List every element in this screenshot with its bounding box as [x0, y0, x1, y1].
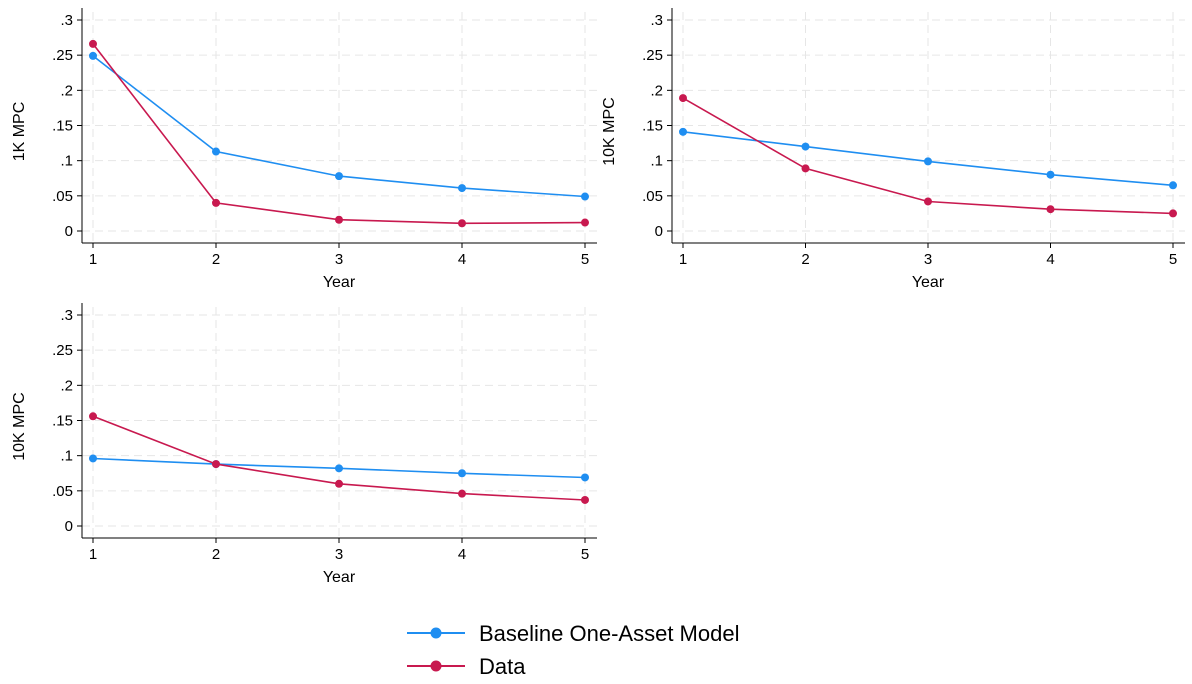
x-tick-label: 5: [581, 546, 589, 563]
y-tick-label: .05: [52, 483, 73, 500]
y-tick-label: .3: [650, 12, 663, 29]
y-tick-label: 0: [65, 223, 73, 240]
data-point: [458, 219, 466, 228]
x-tick-label: 2: [212, 546, 220, 563]
data-point: [89, 412, 97, 421]
data-point: [89, 454, 97, 463]
y-tick-label: .25: [52, 47, 73, 64]
data-point: [458, 469, 466, 478]
y-tick-label: .15: [642, 118, 663, 135]
x-tick-label: 1: [89, 546, 97, 563]
y-tick-label: .15: [52, 118, 73, 135]
y-tick-label: .05: [642, 188, 663, 205]
data-point: [335, 479, 343, 488]
x-axis-title: Year: [323, 274, 356, 291]
data-point: [581, 218, 589, 227]
data-point: [1046, 205, 1055, 214]
x-tick-label: 1: [679, 251, 687, 268]
data-point: [212, 198, 220, 207]
x-tick-label: 1: [89, 251, 97, 268]
data-point: [335, 215, 343, 224]
y-tick-label: .25: [642, 47, 663, 64]
y-axis-title: 1K MPC: [11, 102, 28, 162]
data-point: [801, 164, 810, 173]
data-point: [924, 157, 932, 166]
data-point: [801, 142, 810, 151]
y-tick-label: .1: [650, 153, 663, 170]
y-tick-label: .25: [52, 342, 73, 359]
data-point: [89, 39, 97, 48]
legend-label: Data: [479, 654, 526, 679]
legend-label: Baseline One-Asset Model: [479, 621, 739, 646]
data-point: [924, 197, 932, 206]
data-point: [335, 172, 343, 181]
legend-marker: [430, 627, 442, 639]
x-tick-label: 3: [924, 251, 932, 268]
x-tick-label: 4: [458, 251, 466, 268]
y-tick-label: 0: [655, 223, 663, 240]
y-axis-title: 10K MPC: [601, 97, 618, 165]
x-tick-label: 5: [1169, 251, 1177, 268]
y-tick-label: .3: [60, 307, 73, 324]
y-tick-label: .1: [60, 153, 73, 170]
x-tick-label: 3: [335, 546, 343, 563]
legend-marker: [430, 660, 442, 672]
chart-panel-2: 0 .05 .1 .15 .2 .25 .3 1 2 3 4 5 Year 10K MPC: [601, 8, 1185, 291]
data-point: [581, 495, 589, 504]
y-axis-title: 10K MPC: [11, 392, 28, 460]
data-point: [679, 94, 687, 103]
x-axis-title: Year: [323, 569, 356, 586]
x-tick-label: 4: [1046, 251, 1054, 268]
data-point: [1169, 181, 1177, 190]
chart-panel-3: 0 .05 .1 .15 .2 .25 .3 1 2 3 4 5 Year 10K MPC: [11, 303, 597, 586]
data-point: [335, 464, 343, 473]
data-point: [581, 473, 589, 482]
x-tick-label: 2: [212, 251, 220, 268]
data-point: [1169, 209, 1177, 218]
y-tick-label: .1: [60, 448, 73, 465]
x-tick-label: 5: [581, 251, 589, 268]
y-tick-label: .2: [650, 82, 663, 99]
y-tick-label: .2: [60, 377, 73, 394]
y-tick-label: .2: [60, 82, 73, 99]
y-tick-label: .15: [52, 413, 73, 430]
data-point: [458, 184, 466, 193]
data-point: [679, 127, 687, 136]
data-point: [89, 51, 97, 60]
x-tick-label: 4: [458, 546, 466, 563]
x-axis-title: Year: [912, 274, 945, 291]
y-tick-label: .05: [52, 188, 73, 205]
data-point: [212, 460, 220, 469]
x-tick-label: 3: [335, 251, 343, 268]
legend: Baseline One-Asset Model Data: [407, 621, 739, 679]
data-point: [212, 147, 220, 156]
chart-panel-1: 0 .05 .1 .15 .2 .25 .3 1 2 3 4 5 Year 1K MPC: [11, 8, 597, 291]
data-point: [581, 192, 589, 201]
x-tick-label: 2: [801, 251, 809, 268]
data-point: [458, 489, 466, 498]
y-tick-label: 0: [65, 518, 73, 535]
data-point: [1046, 170, 1055, 179]
y-tick-label: .3: [60, 12, 73, 29]
